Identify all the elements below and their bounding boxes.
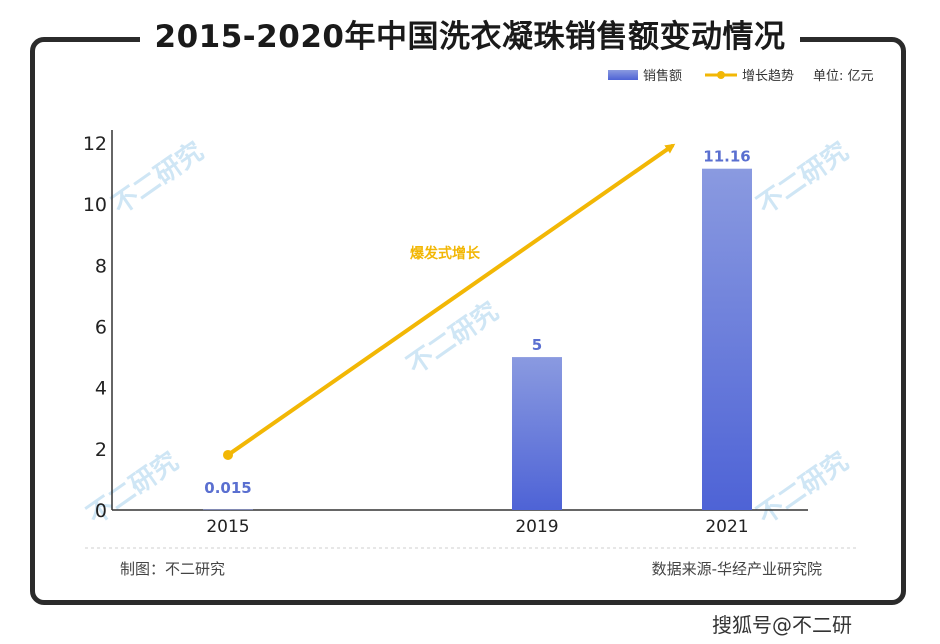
legend-bar-swatch (608, 70, 638, 80)
x-tick-label-2021: 2021 (705, 517, 748, 537)
footer-credit: 制图：不二研究 (120, 560, 225, 578)
chart-title: 2015-2020年中国洗衣凝珠销售额变动情况 (154, 19, 786, 55)
watermark-2: 不二研究 (401, 296, 504, 381)
data-labels: 0.015 5 11.16 (204, 148, 750, 497)
trend-annotation: 爆发式增长 (410, 245, 481, 262)
bar-2021 (702, 168, 752, 510)
x-tick-label-2015: 2015 (206, 517, 249, 537)
data-label-2015: 0.015 (204, 479, 251, 497)
legend-sales-label: 销售额 (643, 68, 682, 84)
trend-arrow (226, 143, 676, 457)
watermark-3: 不二研究 (751, 136, 854, 221)
legend-trend-dot (717, 71, 725, 79)
bar-2015 (203, 509, 253, 511)
y-tick-label-0: 0 (95, 500, 107, 522)
y-tick-label-8: 8 (95, 255, 107, 277)
legend-unit: 单位: 亿元 (813, 69, 874, 84)
bars (203, 168, 752, 511)
bar-2019 (512, 357, 562, 510)
data-label-2019: 5 (532, 336, 542, 354)
y-tick-label-10: 10 (83, 194, 107, 216)
corner-watermark-text: 搜狐号@不二研 (712, 613, 852, 637)
y-tick-label-4: 4 (95, 378, 107, 400)
legend-trend-label: 增长趋势 (742, 68, 794, 84)
legend: 销售额 增长趋势 单位: 亿元 (608, 68, 874, 84)
y-tick-labels: 0 2 4 6 8 10 12 (83, 133, 107, 522)
footer-source: 数据来源-华经产业研究院 (652, 560, 822, 578)
y-tick-label-6: 6 (95, 317, 107, 339)
watermark-1: 不二研究 (106, 136, 209, 221)
data-label-2021: 11.16 (703, 148, 750, 166)
y-tick-label-12: 12 (83, 133, 107, 155)
watermark-5: 不二研究 (751, 446, 854, 531)
y-tick-label-2: 2 (95, 439, 107, 461)
title-mask (140, 14, 800, 60)
trend-start-dot (223, 449, 233, 460)
x-tick-labels: 2015 2019 2021 (206, 517, 748, 537)
x-tick-label-2019: 2019 (515, 517, 558, 537)
